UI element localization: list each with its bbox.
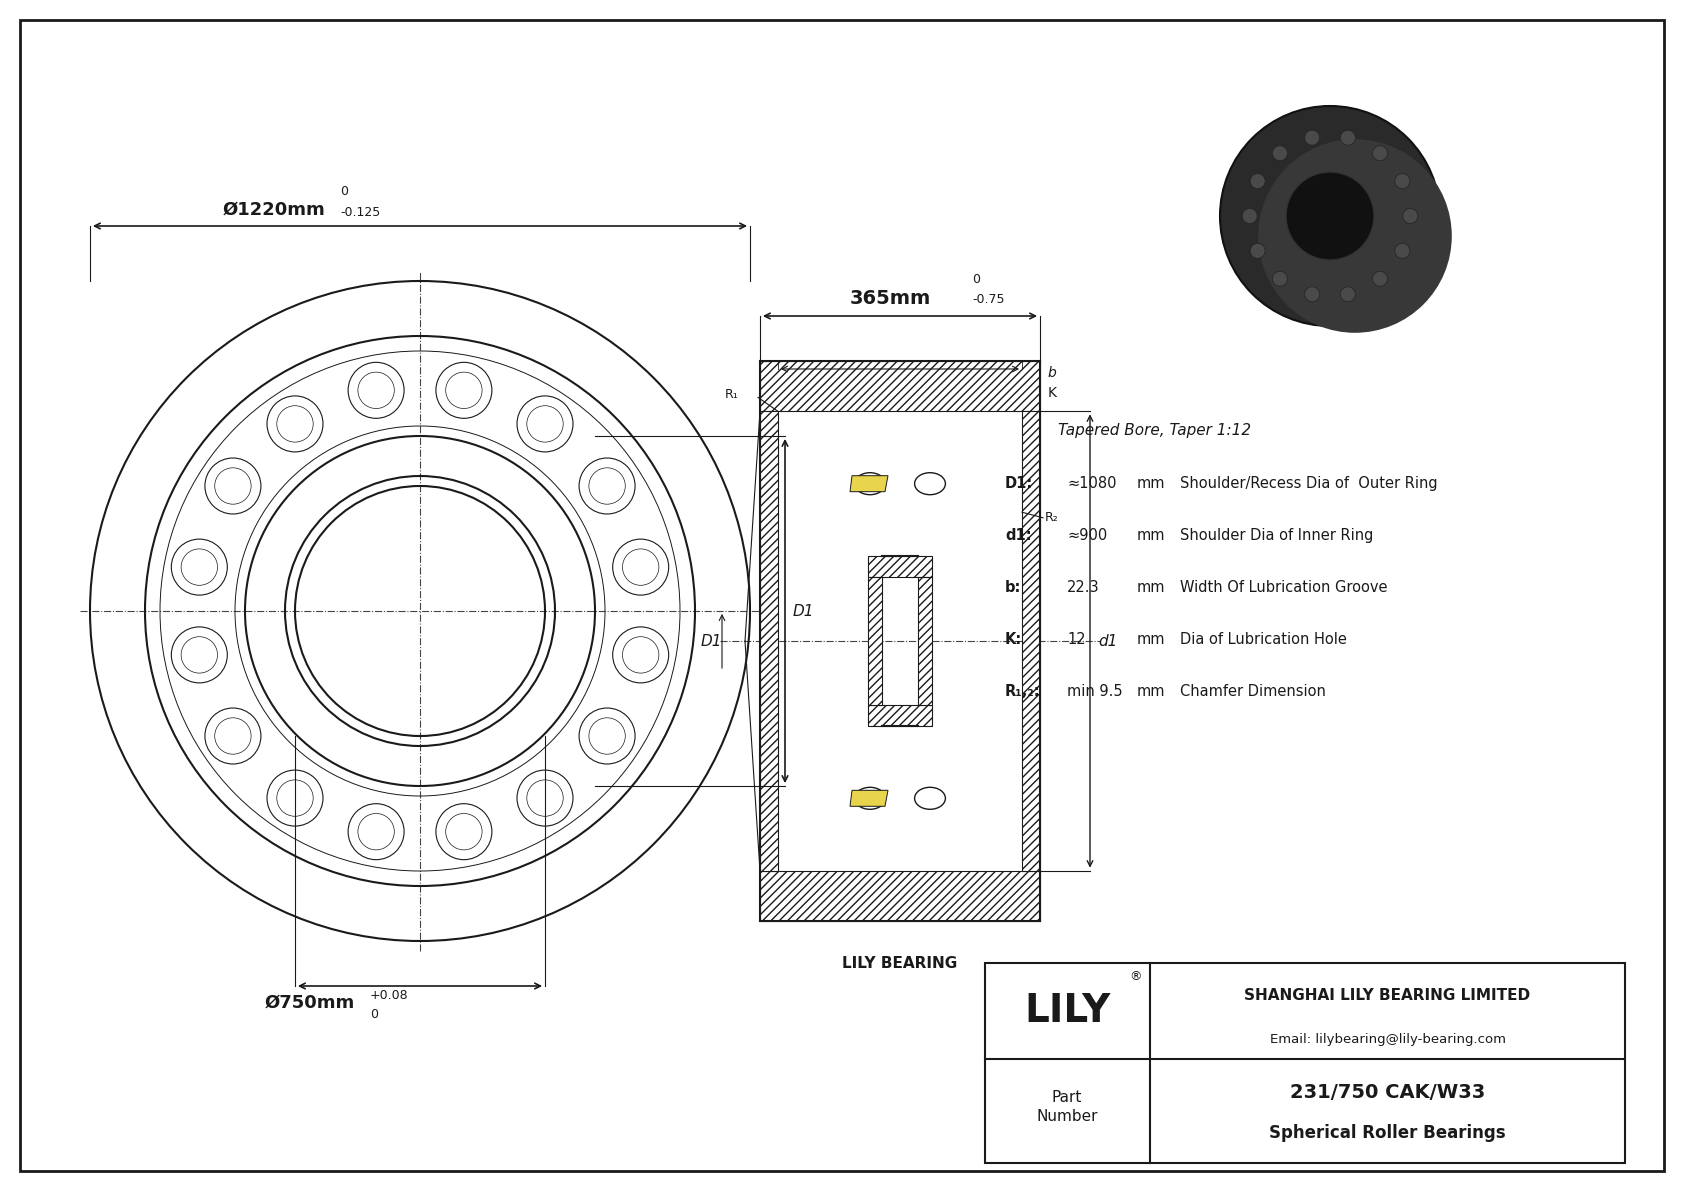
Circle shape [1243, 208, 1258, 224]
Text: Email: lilybearing@lily-bearing.com: Email: lilybearing@lily-bearing.com [1270, 1033, 1505, 1046]
Circle shape [1305, 130, 1320, 145]
Text: ≈1080: ≈1080 [1068, 476, 1116, 491]
Circle shape [1403, 208, 1418, 224]
Circle shape [1340, 287, 1356, 301]
Text: d1:: d1: [1005, 528, 1032, 543]
Text: mm: mm [1137, 580, 1165, 596]
Text: R₂: R₂ [1046, 511, 1059, 524]
Circle shape [1305, 287, 1320, 301]
Polygon shape [759, 361, 1041, 411]
Text: R₁: R₁ [724, 388, 738, 401]
Text: min 9.5: min 9.5 [1068, 684, 1123, 699]
Text: D1: D1 [793, 604, 815, 618]
Text: Dia of Lubrication Hole: Dia of Lubrication Hole [1180, 632, 1347, 647]
Text: K: K [1047, 386, 1058, 400]
Text: mm: mm [1137, 684, 1165, 699]
Text: Part
Number: Part Number [1036, 1090, 1098, 1124]
Ellipse shape [914, 787, 945, 810]
Text: Chamfer Dimension: Chamfer Dimension [1180, 684, 1325, 699]
Circle shape [1372, 145, 1388, 161]
Text: Ø750mm: Ø750mm [264, 994, 355, 1012]
Text: LILY BEARING: LILY BEARING [842, 956, 958, 971]
Text: K:: K: [1005, 632, 1022, 647]
Text: b:: b: [1005, 580, 1022, 596]
Text: mm: mm [1137, 632, 1165, 647]
Text: Width Of Lubrication Groove: Width Of Lubrication Groove [1180, 580, 1388, 596]
Text: D1:: D1: [1005, 476, 1034, 491]
Text: b: b [1047, 366, 1058, 380]
Text: -0.125: -0.125 [340, 206, 381, 219]
Text: LILY: LILY [1024, 992, 1110, 1030]
Polygon shape [1022, 411, 1041, 871]
Circle shape [1394, 174, 1410, 188]
Circle shape [1372, 272, 1388, 286]
Circle shape [1258, 139, 1452, 332]
Text: Spherical Roller Bearings: Spherical Roller Bearings [1270, 1124, 1505, 1142]
Text: D1: D1 [701, 634, 722, 649]
Circle shape [1250, 174, 1265, 188]
Polygon shape [918, 578, 931, 705]
Circle shape [1340, 130, 1356, 145]
Text: mm: mm [1137, 476, 1165, 491]
Polygon shape [867, 556, 931, 578]
Text: 12: 12 [1068, 632, 1086, 647]
Circle shape [1273, 272, 1288, 286]
Circle shape [1394, 243, 1410, 258]
Text: 22.3: 22.3 [1068, 580, 1100, 596]
Text: 231/750 CAK/W33: 231/750 CAK/W33 [1290, 1084, 1485, 1103]
Polygon shape [850, 791, 887, 806]
Bar [985, 964, 1625, 1162]
Text: -0.75: -0.75 [972, 293, 1004, 306]
Circle shape [1219, 106, 1440, 326]
Polygon shape [867, 578, 882, 705]
Text: ®: ® [1128, 971, 1142, 984]
Text: 0: 0 [370, 1008, 377, 1021]
Polygon shape [867, 705, 931, 727]
Ellipse shape [854, 787, 886, 810]
Text: 0: 0 [972, 273, 980, 286]
Text: 365mm: 365mm [849, 289, 931, 308]
Text: ≈900: ≈900 [1068, 528, 1108, 543]
Polygon shape [850, 475, 887, 492]
Text: Tapered Bore, Taper 1:12: Tapered Bore, Taper 1:12 [1059, 423, 1251, 438]
Text: +0.08: +0.08 [370, 989, 409, 1002]
Text: mm: mm [1137, 528, 1165, 543]
Circle shape [1287, 172, 1374, 260]
Text: d1: d1 [1098, 634, 1118, 649]
Circle shape [1273, 145, 1288, 161]
Text: 0: 0 [340, 185, 349, 198]
Text: R₁,₂:: R₁,₂: [1005, 684, 1041, 699]
Ellipse shape [854, 473, 886, 494]
Text: SHANGHAI LILY BEARING LIMITED: SHANGHAI LILY BEARING LIMITED [1244, 987, 1531, 1003]
Polygon shape [759, 871, 1041, 921]
Text: Ø1220mm: Ø1220mm [222, 201, 325, 219]
Circle shape [1250, 243, 1265, 258]
Ellipse shape [914, 473, 945, 494]
Text: Shoulder/Recess Dia of  Outer Ring: Shoulder/Recess Dia of Outer Ring [1180, 476, 1438, 491]
Text: Shoulder Dia of Inner Ring: Shoulder Dia of Inner Ring [1180, 528, 1374, 543]
Polygon shape [759, 411, 778, 871]
